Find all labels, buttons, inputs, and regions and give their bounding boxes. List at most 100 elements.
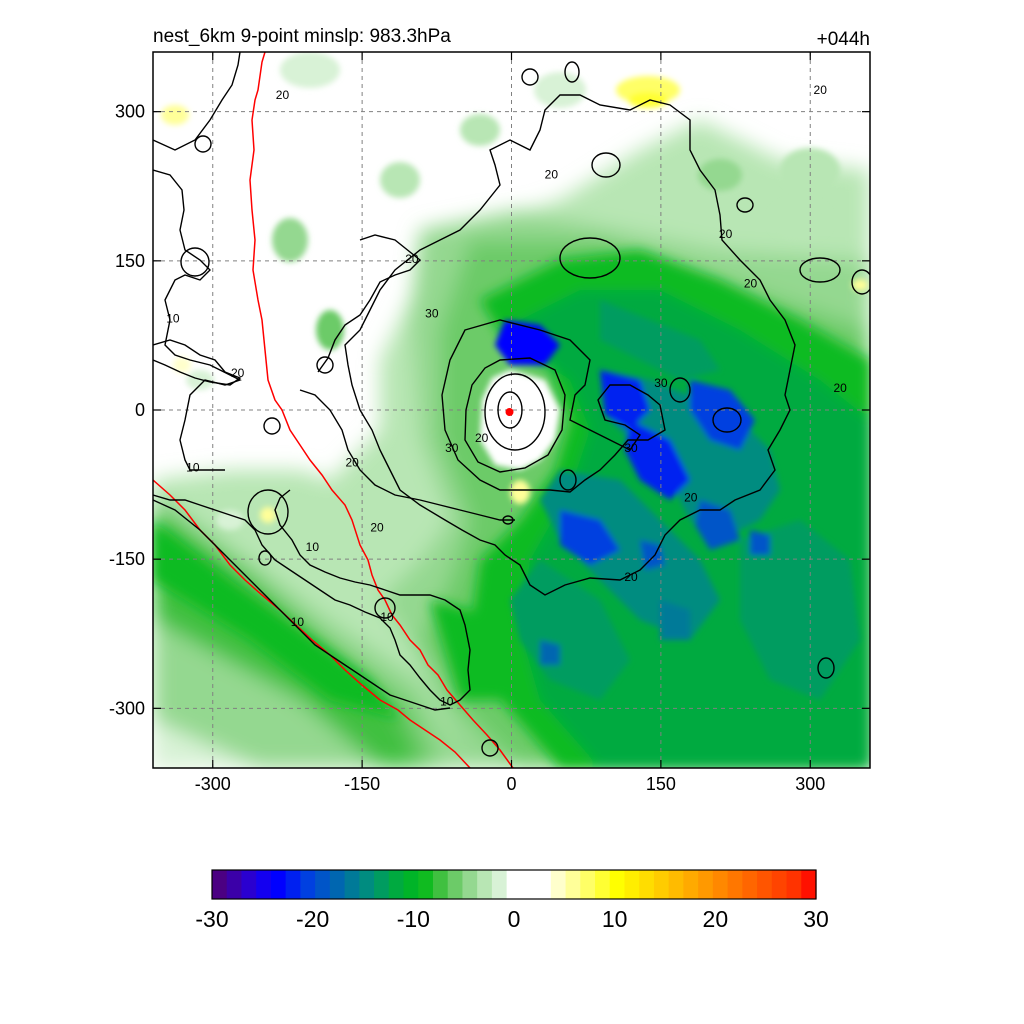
contour-label: 20	[345, 456, 359, 470]
colorbar-tick-label: -20	[296, 906, 329, 932]
y-tick-label: 150	[115, 251, 145, 271]
colorbar-swatch	[270, 870, 287, 899]
contour-closed-15	[712, 407, 742, 433]
colorbar-swatch	[742, 870, 758, 899]
colorbar-swatch	[727, 870, 743, 899]
colorbar-tick-label: 0	[508, 906, 521, 932]
y-axis: 300 150 0 -150 -300	[109, 102, 870, 718]
contour-closed-4	[559, 237, 621, 279]
colorbar-swatch	[432, 870, 449, 899]
colorbar-swatch	[536, 870, 552, 899]
contour-label: 20	[744, 277, 758, 291]
contour-label: 20	[370, 520, 384, 534]
eye-contour-30	[464, 357, 566, 473]
forecast-hour-label: +044h	[817, 29, 870, 50]
contour-label: 30	[624, 441, 638, 455]
contour-20-n	[317, 234, 422, 373]
plot-area: 20 20 20 20 20 30 30 20 20 20 20 20 30 30 20 20 20 10 10 10…	[153, 52, 870, 768]
x-tick-label: 150	[646, 774, 676, 794]
colorbar-swatch	[565, 870, 581, 899]
contour-closed-17	[481, 739, 499, 757]
contour-closed-12	[258, 550, 272, 566]
colorbar-swatch	[212, 870, 228, 899]
eye-contour-inner	[497, 391, 523, 429]
colorbar-swatch	[418, 870, 434, 899]
contour-closed-18	[374, 597, 396, 619]
colorbar-swatch	[698, 870, 714, 899]
contour-10-west	[153, 339, 242, 386]
contour-closed-8	[194, 135, 212, 153]
contour-label: 20	[475, 431, 489, 445]
contour-label: 20	[814, 83, 828, 97]
contour-closed-10	[263, 417, 281, 435]
contour-label: 30	[425, 307, 439, 321]
colorbar-swatches	[212, 870, 817, 899]
contour-label: 10	[166, 312, 180, 326]
x-axis: -300 -150 0 150 300	[195, 52, 825, 794]
colorbar-swatch	[521, 870, 537, 899]
contour-label: 10	[440, 694, 454, 708]
colorbar-swatch	[388, 870, 405, 899]
contour-20-nw	[153, 52, 241, 151]
colorbar-swatch	[801, 870, 817, 899]
contour-closed-6	[799, 257, 841, 283]
eye-contour-mid	[484, 373, 546, 451]
contour-label: 10	[306, 540, 320, 554]
contour-closed-16	[817, 657, 835, 679]
colorbar-swatch	[315, 870, 331, 899]
colorbar-swatch	[506, 870, 522, 899]
colorbar-swatch	[344, 870, 360, 899]
storm-center-dot	[505, 407, 514, 416]
contour-label: 20	[545, 167, 559, 181]
colorbar-ticks: -30 -20 -10 0 10 20 30	[195, 906, 828, 932]
colorbar-swatch	[786, 870, 802, 899]
storm-center-marker	[505, 407, 514, 416]
colorbar-swatch	[359, 870, 375, 899]
colorbar-swatch	[580, 870, 596, 899]
x-tick-label: 0	[506, 774, 516, 794]
contour-label: 10	[380, 610, 394, 624]
contour-closed-1	[521, 68, 539, 86]
colorbar-swatch	[300, 870, 316, 899]
contour-label: 10	[291, 615, 305, 629]
colorbar-tick-label: 10	[602, 906, 628, 932]
contour-20-main	[344, 94, 796, 596]
y-tick-label: 0	[135, 400, 145, 420]
contour-label: 20	[231, 366, 245, 380]
x-tick-label: -300	[195, 774, 231, 794]
contour-label: 20	[276, 88, 290, 102]
colorbar-swatch	[241, 870, 257, 899]
colorbar-swatch	[653, 870, 670, 899]
colorbar-swatch	[668, 870, 685, 899]
contour-closed-7	[851, 269, 870, 295]
contour-label: 20	[719, 227, 733, 241]
colorbar-swatch	[447, 870, 464, 899]
contour-closed-20	[316, 356, 334, 374]
contour-closed-13	[559, 469, 577, 491]
contour-labels: 20 20 20 20 20 30 30 20 20 20 20 20 30 30 20 20 20 10 10 10…	[166, 83, 847, 709]
y-tick-label: -300	[109, 698, 145, 718]
colorbar-swatch	[624, 870, 640, 899]
contour-label: 20	[684, 491, 698, 505]
colorbar-swatch	[550, 870, 567, 899]
contour-lines	[153, 52, 870, 757]
contour-closed-5	[736, 197, 754, 213]
colorbar-tick-label: -10	[397, 906, 430, 932]
colorbar-swatch	[256, 870, 272, 899]
chart-title: nest_6km 9-point minslp: 983.3hPa	[153, 26, 451, 47]
colorbar-swatch	[609, 870, 626, 899]
red-line-inner	[249, 52, 514, 768]
contour-10-sw	[153, 489, 471, 706]
x-tick-label: -150	[344, 774, 380, 794]
colorbar-swatch	[595, 870, 611, 899]
colorbar-swatch	[683, 870, 699, 899]
contour-label: 30	[654, 376, 668, 390]
contour-closed-19	[502, 515, 514, 525]
contour-closed-9	[180, 247, 210, 277]
contour-label: 10	[186, 461, 200, 475]
contour-label: 20	[405, 252, 419, 266]
y-tick-label: 300	[115, 102, 145, 122]
contour-20-w	[153, 169, 242, 471]
colorbar-tick-label: -30	[195, 906, 228, 932]
